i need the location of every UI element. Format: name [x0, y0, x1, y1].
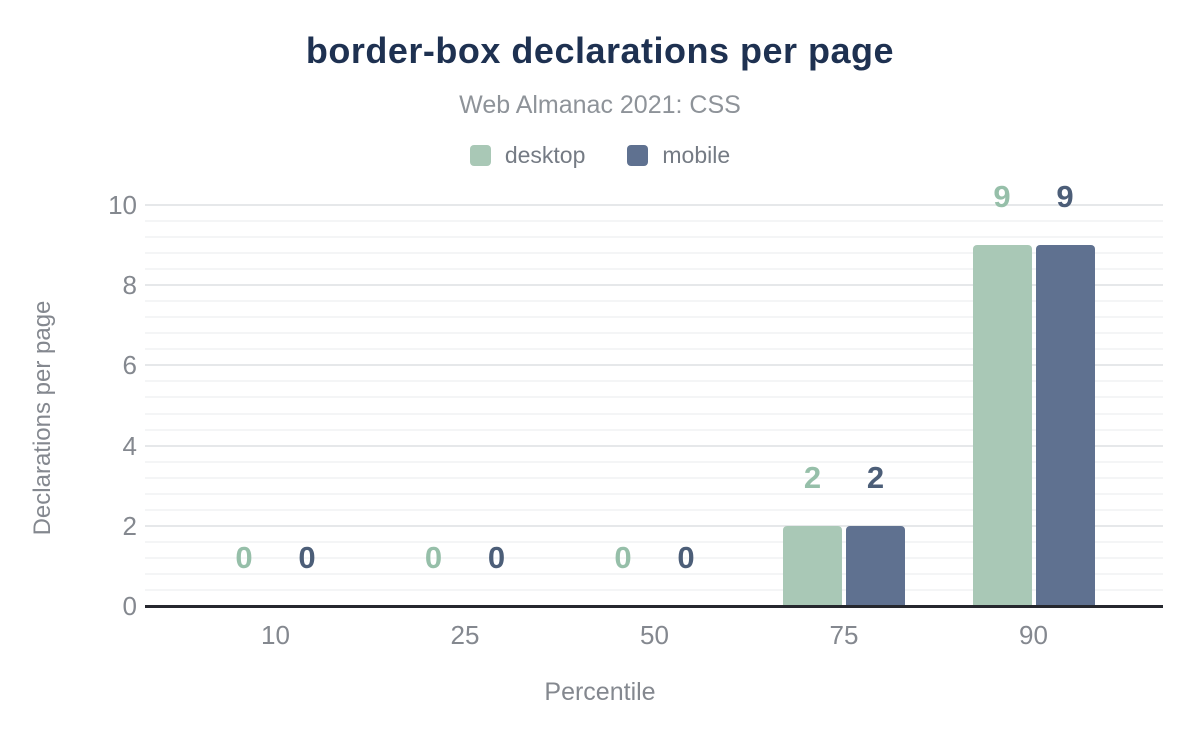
chart-legend: desktop mobile — [0, 142, 1200, 169]
gridline-minor — [145, 428, 1163, 431]
gridline-major — [145, 364, 1163, 367]
bar-value-label-desktop-50: 0 — [614, 540, 632, 575]
bar-value-label-mobile-90: 9 — [1056, 179, 1074, 215]
x-tick-label: 25 — [450, 620, 480, 650]
gridline-minor — [145, 300, 1163, 303]
x-tick-label: 90 — [1019, 620, 1048, 650]
gridline-minor — [145, 492, 1163, 495]
gridline-minor — [145, 348, 1163, 351]
gridline-minor — [145, 556, 1163, 559]
y-tick-label: 0 — [122, 591, 137, 621]
bar-value-label-desktop-90: 9 — [993, 179, 1011, 215]
bar-desktop-90 — [972, 245, 1032, 606]
desktop-swatch-icon — [469, 145, 491, 166]
gridline-minor — [145, 236, 1163, 239]
gridline-minor — [145, 540, 1163, 543]
bar-value-label-desktop-25: 0 — [424, 540, 443, 575]
gridline-minor — [145, 572, 1163, 575]
bar-value-label-mobile-75: 2 — [866, 459, 885, 495]
bar-value-label-mobile-10: 0 — [298, 540, 316, 575]
y-tick-label: 4 — [122, 430, 137, 461]
chart-subtitle: Web Almanac 2021: CSS — [459, 91, 741, 119]
gridline-major — [145, 284, 1163, 287]
bar-value-label-desktop-10: 0 — [235, 540, 253, 575]
y-tick-label: 8 — [122, 270, 137, 301]
gridline-minor — [145, 396, 1163, 399]
gridline-major — [145, 204, 1163, 206]
chart-title: border-box declarations per page — [305, 30, 895, 71]
gridline-minor — [145, 268, 1163, 271]
gridline-major — [145, 524, 1163, 527]
bar-value-label-mobile-25: 0 — [487, 540, 506, 575]
gridline-minor — [145, 460, 1163, 463]
x-axis-baseline — [145, 605, 1163, 608]
legend-item-mobile: mobile — [627, 142, 730, 169]
x-tick-label: 50 — [640, 620, 669, 650]
bar-desktop-75 — [783, 525, 842, 606]
gridline-minor — [145, 476, 1163, 479]
x-tick-label: 10 — [261, 620, 290, 650]
gridline-minor — [145, 508, 1163, 511]
y-tick-label: 6 — [122, 350, 137, 381]
mobile-swatch-icon — [627, 145, 649, 166]
gridline-minor — [145, 412, 1163, 415]
x-axis-title: Percentile — [544, 678, 656, 706]
x-tick-label: 75 — [829, 620, 859, 650]
bar-value-label-desktop-75: 2 — [803, 459, 822, 495]
gridline-minor — [145, 588, 1163, 591]
legend-label-mobile: mobile — [662, 142, 731, 168]
bar-mobile-75 — [846, 525, 905, 606]
gridline-minor — [145, 380, 1163, 383]
gridline-minor — [145, 220, 1163, 223]
y-tick-label: 10 — [108, 190, 137, 220]
gridline-minor — [145, 252, 1163, 255]
bar-mobile-90 — [1035, 245, 1095, 606]
gridline-major — [145, 444, 1163, 447]
legend-item-desktop: desktop — [469, 142, 586, 169]
gridline-minor — [145, 316, 1163, 319]
y-tick-label: 2 — [122, 510, 137, 541]
gridline-minor — [145, 332, 1163, 335]
legend-label-desktop: desktop — [504, 142, 586, 168]
bar-value-label-mobile-50: 0 — [677, 540, 695, 575]
